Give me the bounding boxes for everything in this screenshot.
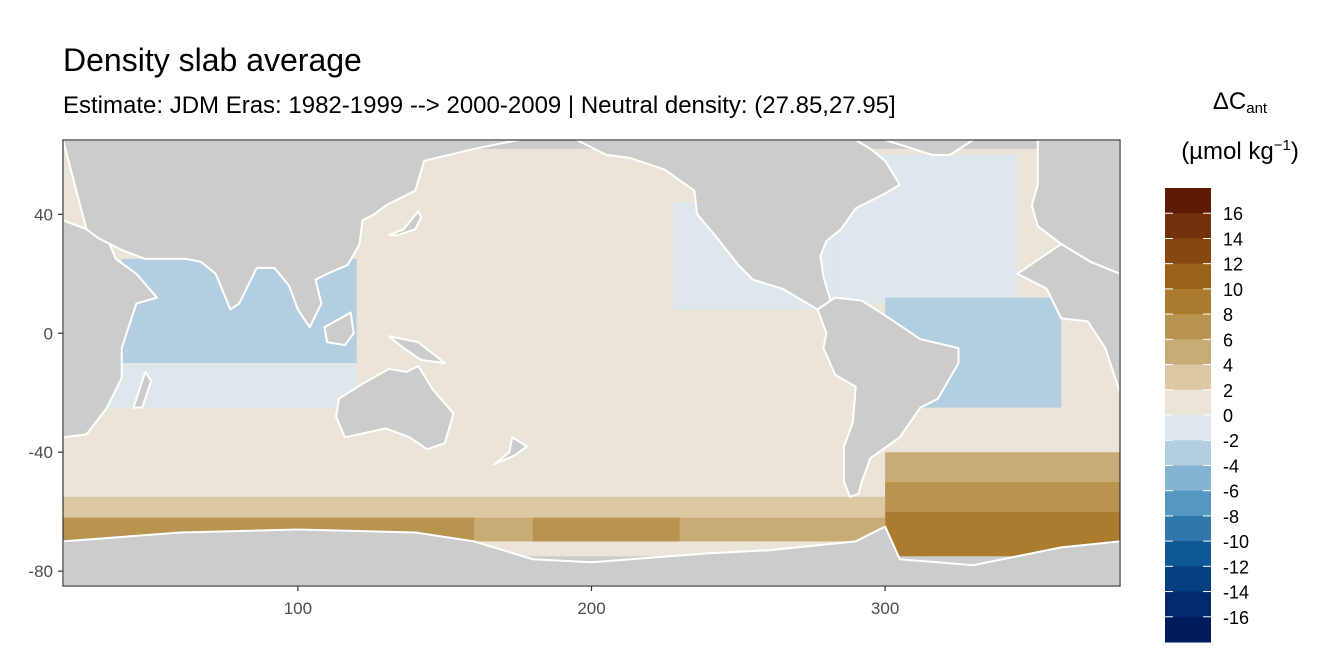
y-tick-label: -40 — [28, 443, 53, 462]
x-axis: 100 200 300 — [284, 586, 899, 618]
legend-swatch — [1165, 339, 1211, 366]
eurasia-land — [62, 139, 520, 329]
legend-swatch — [1165, 515, 1211, 542]
ocean-cell-south-atlantic-band-1 — [885, 452, 1120, 482]
legend-label: 16 — [1223, 204, 1243, 224]
x-tick-label: 100 — [284, 599, 312, 618]
y-tick-label: 0 — [44, 324, 53, 343]
legend-swatch — [1165, 213, 1211, 239]
legend-swatch — [1165, 440, 1211, 466]
legend-title-symbol: ΔCant — [1212, 88, 1268, 117]
legend-label: 14 — [1223, 229, 1243, 249]
legend-label: 4 — [1223, 356, 1233, 376]
legend-label: -4 — [1223, 456, 1239, 476]
land-masses — [62, 139, 1121, 587]
y-tick-label: -80 — [28, 562, 53, 581]
y-tick-label: 40 — [34, 205, 53, 224]
legend-label: 8 — [1223, 305, 1233, 325]
legend-label: -12 — [1223, 557, 1249, 577]
legend-label: -10 — [1223, 532, 1249, 552]
australia-land — [335, 364, 455, 451]
chart-title: Density slab average — [63, 42, 362, 78]
legend-label: 0 — [1223, 406, 1233, 426]
legend-swatch — [1165, 364, 1211, 391]
new-zealand-land — [493, 436, 528, 466]
south-america-land — [816, 296, 960, 498]
legend-swatch — [1165, 415, 1211, 441]
legend-label: -14 — [1223, 583, 1249, 603]
legend-label: -6 — [1223, 482, 1239, 502]
legend-swatch — [1165, 490, 1211, 517]
legend-label: 10 — [1223, 280, 1243, 300]
y-axis: 40 0 -40 -80 — [28, 205, 63, 581]
legend-swatch — [1165, 465, 1211, 492]
legend-label: -2 — [1223, 431, 1239, 451]
x-tick-label: 200 — [577, 599, 605, 618]
legend-swatch — [1165, 238, 1211, 265]
chart-subtitle: Estimate: JDM Eras: 1982-1999 --> 2000-2… — [63, 92, 896, 119]
legend-label: -8 — [1223, 507, 1239, 527]
legend-swatch — [1165, 263, 1211, 290]
ocean-cell-south-atlantic-band-2 — [885, 481, 1120, 512]
legend-title-unit: (µmol kg−1) — [1181, 137, 1299, 165]
legend-swatch — [1165, 616, 1211, 643]
legend-swatch — [1165, 541, 1211, 567]
ocean-cell-southern-band-1 — [63, 467, 886, 497]
japan-land — [387, 210, 423, 237]
legend: 16 14 12 10 8 6 4 2 0 -2 -4 -6 -8 -10 -12 -14 -16 — [1165, 188, 1249, 643]
legend-swatch — [1165, 314, 1211, 340]
ocean-cell-southern-band-2 — [63, 496, 886, 518]
legend-label: 2 — [1223, 381, 1233, 401]
legend-swatch — [1165, 288, 1211, 315]
legend-label: 12 — [1223, 255, 1243, 275]
new-guinea-land — [387, 335, 446, 364]
legend-label: -16 — [1223, 608, 1249, 628]
borneo-land — [323, 311, 355, 347]
x-tick-label: 300 — [871, 599, 899, 618]
legend-swatch — [1165, 591, 1211, 618]
legend-swatch — [1165, 566, 1211, 593]
legend-label: 6 — [1223, 330, 1233, 350]
legend-swatch — [1165, 188, 1211, 214]
legend-swatch — [1165, 389, 1211, 416]
madagascar-land — [132, 370, 153, 409]
ocean-cell-southern-pacific-high — [532, 517, 680, 542]
